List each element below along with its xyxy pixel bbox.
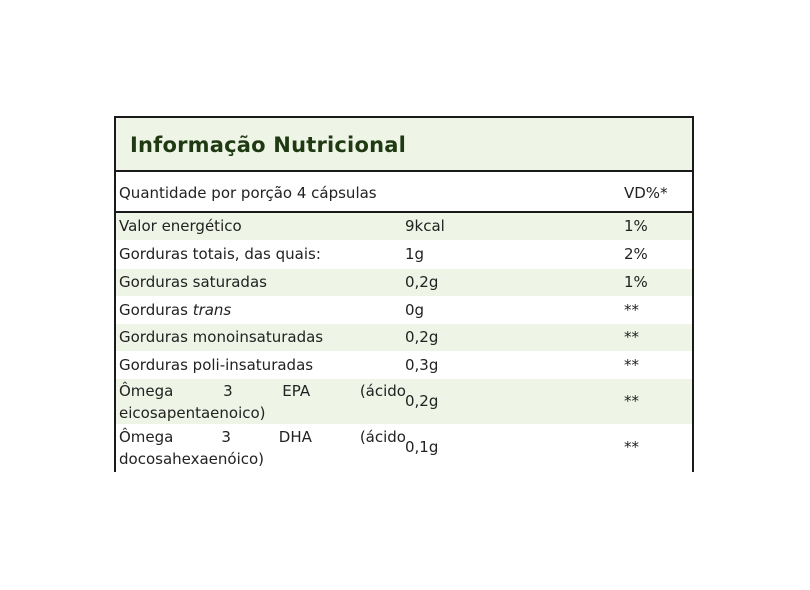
table-title-bar: Informação Nutricional <box>116 118 692 172</box>
table-row: Gorduras saturadas 0,2g 1% <box>116 269 692 297</box>
table-row: Valor energético 9kcal 1% <box>116 213 692 241</box>
table-row: Ômega 3 EPA (ácido eicosapentaenoico) 0,… <box>116 379 692 425</box>
table-row: Gorduras trans 0g ** <box>116 297 692 324</box>
nutrient-name: Ômega 3 EPA (ácido eicosapentaenoico) <box>119 380 408 424</box>
nutrient-vd: ** <box>624 328 639 346</box>
nutrient-amount: 0,2g <box>405 328 439 346</box>
table-title: Informação Nutricional <box>130 133 407 157</box>
nutrition-facts-table: Informação Nutricional Quantidade por po… <box>114 116 694 472</box>
nutrient-amount: 0,1g <box>405 438 439 456</box>
nutrient-name: Valor energético <box>119 217 242 235</box>
nutrient-amount: 9kcal <box>405 217 445 235</box>
portion-header-row: Quantidade por porção 4 cápsulas VD%* <box>116 172 692 213</box>
nutrient-vd: ** <box>624 392 639 410</box>
nutrient-name: Gorduras trans <box>119 301 231 319</box>
nutrient-name: Ômega 3 DHA (ácido docosahexaenóico) <box>119 426 408 470</box>
vd-header: VD%* <box>624 184 668 202</box>
nutrient-name-line2: docosahexaenóico) <box>119 450 265 468</box>
nutrient-name-italic: trans <box>192 301 232 319</box>
nutrient-amount: 0,2g <box>405 392 439 410</box>
nutrient-amount: 0,3g <box>405 356 439 374</box>
nutrient-name-line2: eicosapentaenoico) <box>119 404 266 422</box>
nutrient-amount: 0g <box>405 301 425 319</box>
nutrient-vd: ** <box>624 438 639 456</box>
table-row: Gorduras monoinsaturadas 0,2g ** <box>116 324 692 352</box>
table-row: Gorduras poli-insaturadas 0,3g ** <box>116 352 692 379</box>
nutrient-vd: ** <box>624 356 639 374</box>
nutrient-name-prefix: Gorduras <box>119 301 188 319</box>
nutrient-name: Gorduras totais, das quais: <box>119 245 321 263</box>
nutrient-vd: 1% <box>624 217 648 235</box>
nutrient-name: Gorduras poli-insaturadas <box>119 356 314 374</box>
nutrient-rows: Valor energético 9kcal 1% Gorduras totai… <box>116 213 692 472</box>
nutrient-name: Gorduras saturadas <box>119 273 267 291</box>
nutrient-amount: 1g <box>405 245 425 263</box>
nutrient-name-line1: Ômega 3 DHA (ácido <box>119 428 406 446</box>
nutrient-vd: 1% <box>624 273 648 291</box>
nutrient-vd: 2% <box>624 245 648 263</box>
table-row: Gorduras totais, das quais: 1g 2% <box>116 241 692 269</box>
nutrient-name-line1: Ômega 3 EPA (ácido <box>119 382 406 400</box>
table-row: Ômega 3 DHA (ácido docosahexaenóico) 0,1… <box>116 425 692 472</box>
nutrient-amount: 0,2g <box>405 273 439 291</box>
portion-label: Quantidade por porção 4 cápsulas <box>119 184 377 202</box>
nutrient-name: Gorduras monoinsaturadas <box>119 328 324 346</box>
nutrient-vd: ** <box>624 301 639 319</box>
